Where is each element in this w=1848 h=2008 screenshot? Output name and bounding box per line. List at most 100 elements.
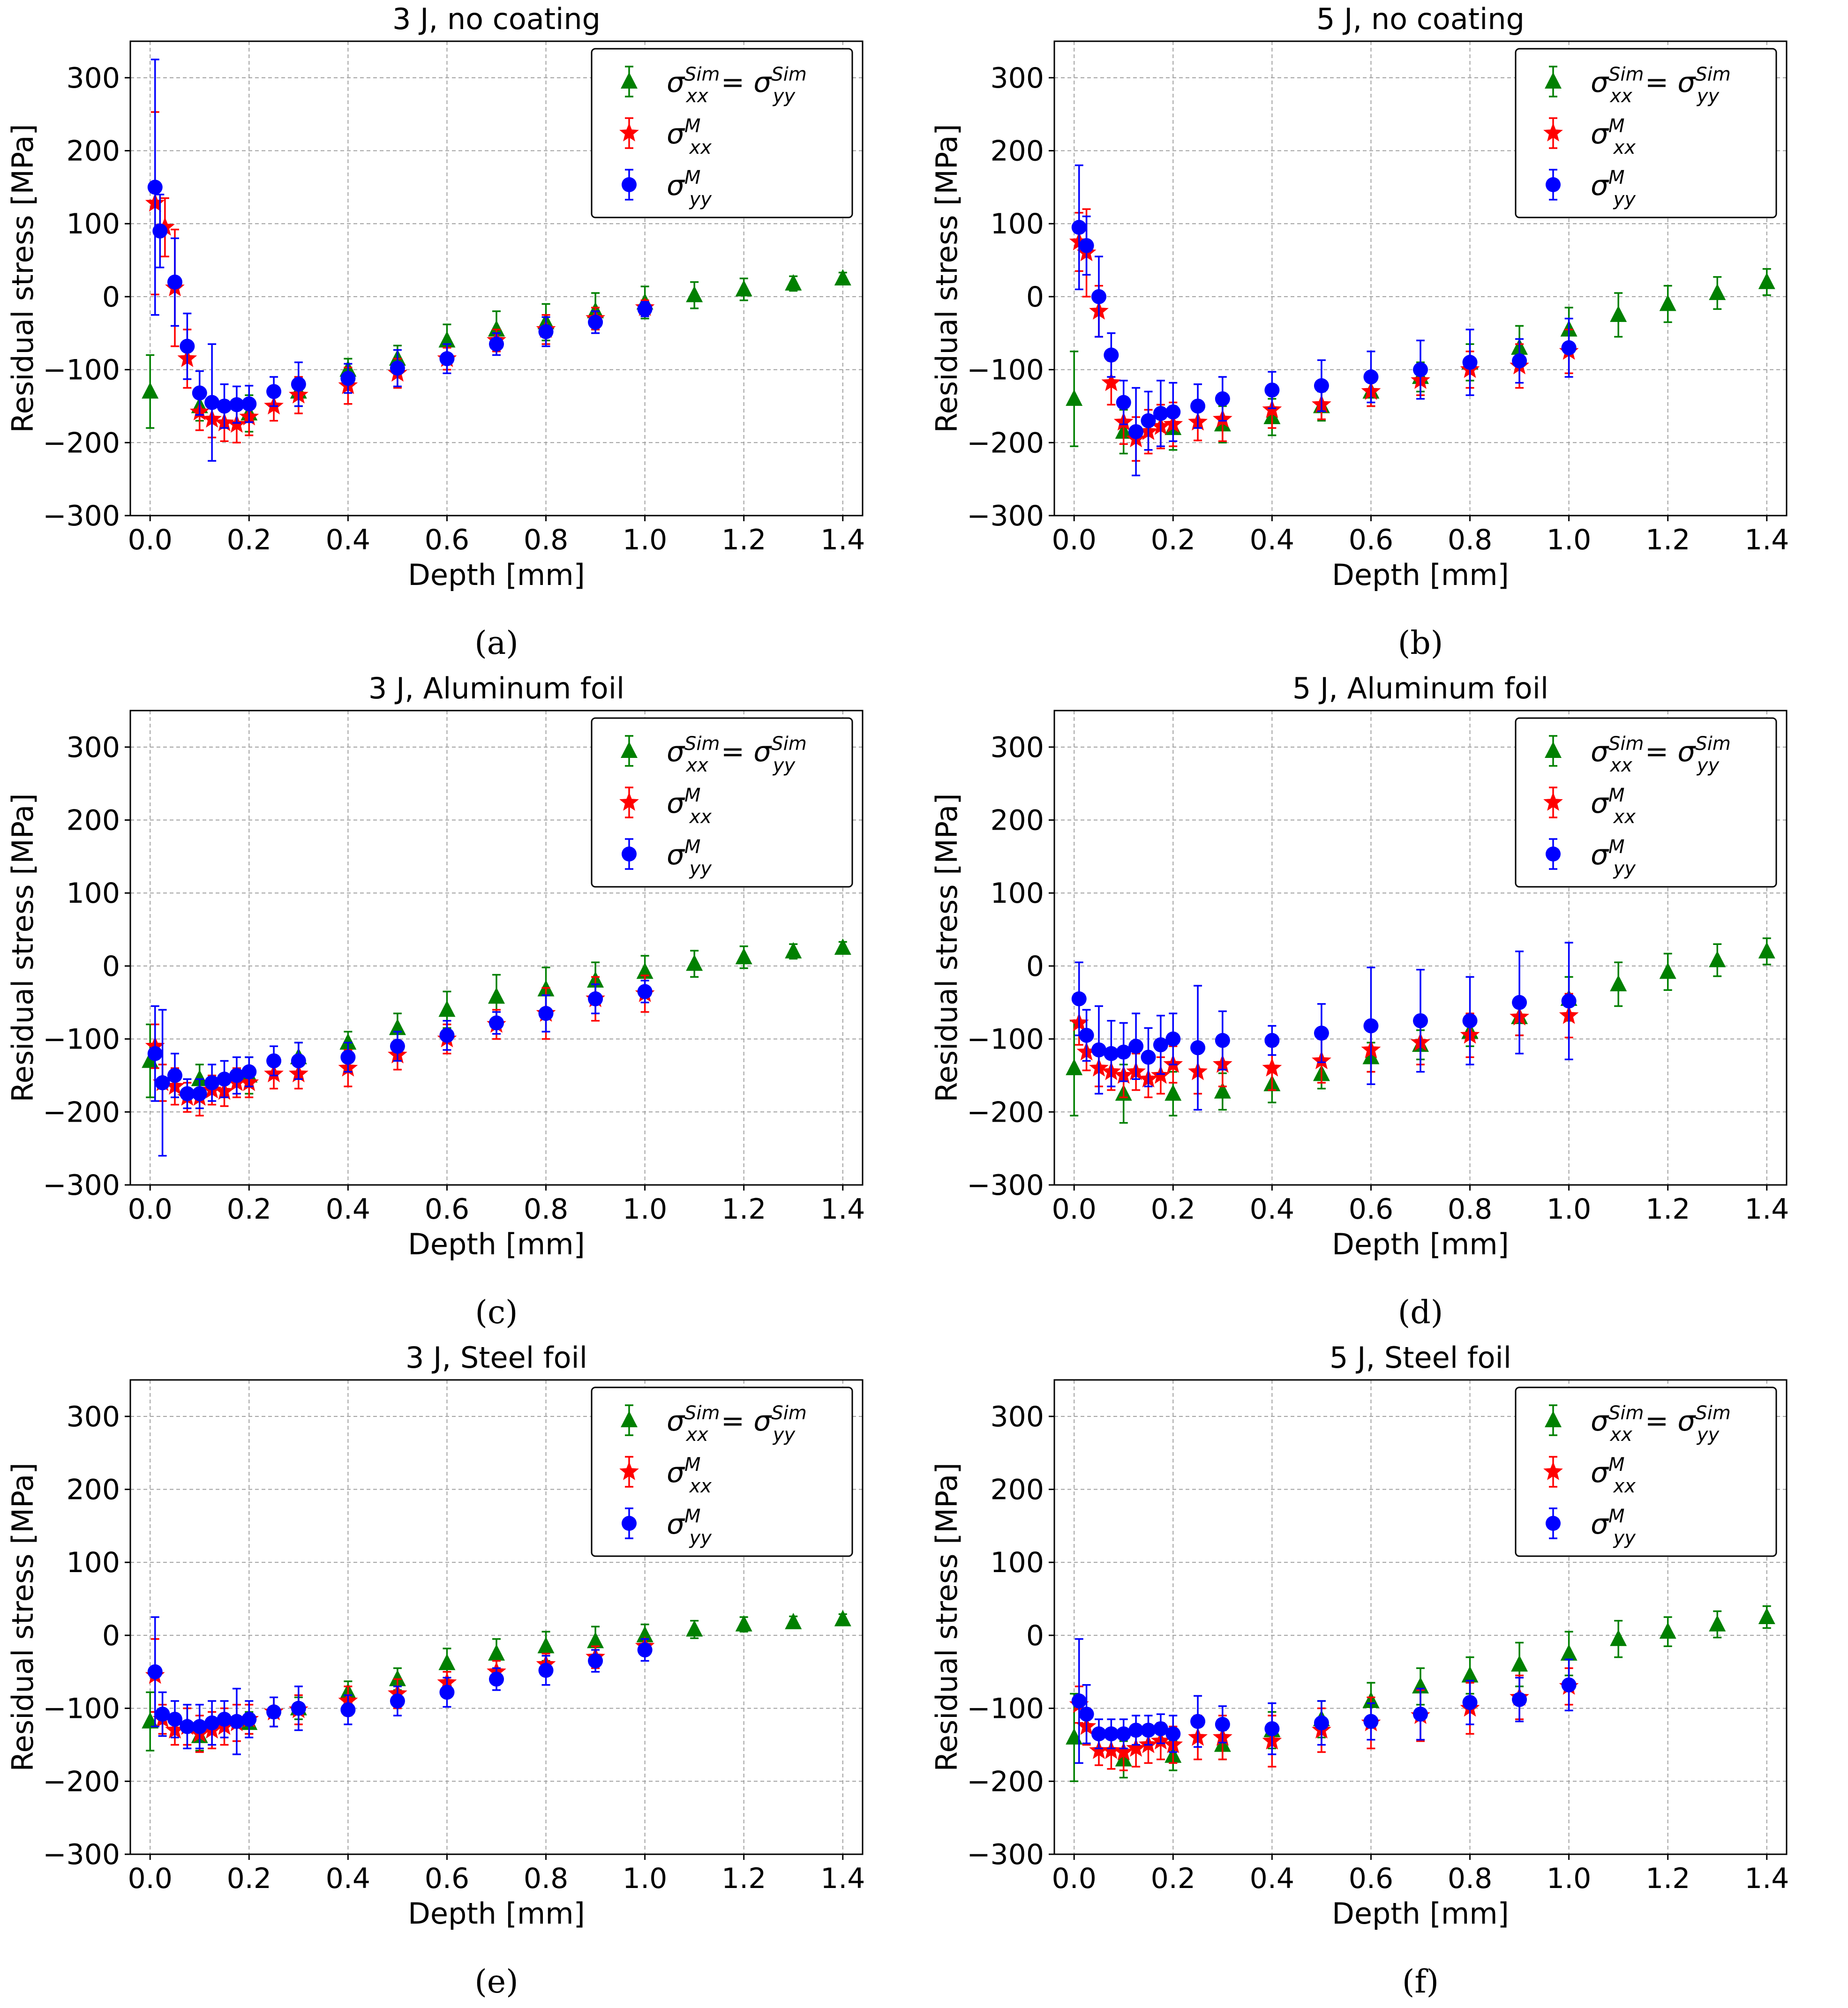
chart-svg: 0.0 0.2 0.4 0.6 0.8 1.0 1.2 1.4 −300 −200 −100 0 100… bbox=[6, 1341, 865, 2001]
data-point bbox=[489, 1671, 504, 1687]
legend-marker bbox=[621, 1411, 638, 1427]
data-point bbox=[1116, 1726, 1131, 1742]
data-point bbox=[1165, 1726, 1181, 1742]
x-tick-label: 1.4 bbox=[1744, 1862, 1789, 1895]
x-tick-label: 0.2 bbox=[227, 1193, 271, 1226]
chart-title: 5 J, no coating bbox=[1316, 2, 1525, 36]
data-point bbox=[1314, 378, 1329, 393]
data-point bbox=[1128, 1723, 1144, 1738]
x-tick-label: 0.0 bbox=[1052, 524, 1097, 556]
data-point bbox=[1363, 1714, 1379, 1729]
data-point bbox=[180, 1719, 195, 1734]
data-point bbox=[291, 1701, 306, 1716]
chart-panel: 0.0 0.2 0.4 0.6 0.8 1.0 1.2 1.4 −300 −200 −100 0 100… bbox=[924, 0, 1848, 669]
y-tick-label: 200 bbox=[66, 135, 120, 168]
x-tick-label: 1.4 bbox=[820, 524, 865, 556]
legend-marker bbox=[619, 792, 639, 811]
data-point bbox=[537, 1637, 555, 1654]
x-tick-label: 0.4 bbox=[326, 524, 370, 556]
x-tick-label: 1.0 bbox=[1547, 1862, 1591, 1895]
data-point bbox=[389, 1670, 406, 1686]
x-tick-label: 1.2 bbox=[1645, 524, 1690, 556]
legend-marker bbox=[1546, 177, 1561, 192]
data-point bbox=[1066, 389, 1083, 406]
chart-panel: 0.0 0.2 0.4 0.6 0.8 1.0 1.2 1.4 −300 −200 −100 0 100… bbox=[0, 1339, 924, 2008]
data-point bbox=[390, 360, 405, 376]
data-point bbox=[1128, 424, 1144, 439]
x-tick-label: 1.0 bbox=[623, 1193, 667, 1226]
data-point bbox=[142, 382, 159, 399]
data-point bbox=[1314, 1026, 1329, 1041]
x-tick-label: 0.6 bbox=[425, 1862, 469, 1895]
data-point bbox=[1190, 398, 1206, 414]
data-point bbox=[180, 1086, 195, 1101]
x-tick-label: 0.2 bbox=[1151, 1862, 1195, 1895]
legend-marker bbox=[622, 1516, 637, 1531]
data-point bbox=[204, 1715, 220, 1731]
legend-marker bbox=[622, 177, 637, 192]
chart-title: 5 J, Aluminum foil bbox=[1292, 671, 1548, 705]
y-tick-label: 300 bbox=[990, 731, 1044, 764]
legend-label: σM xx bbox=[1591, 115, 1636, 158]
data-point bbox=[1659, 294, 1676, 311]
y-tick-label: −200 bbox=[967, 1096, 1044, 1129]
y-tick-label: −200 bbox=[967, 427, 1044, 459]
y-tick-label: −300 bbox=[43, 1838, 120, 1871]
data-point bbox=[390, 1693, 405, 1709]
data-point bbox=[340, 1702, 356, 1717]
x-tick-label: 0.4 bbox=[1250, 524, 1294, 556]
sigma-yy-series bbox=[1071, 164, 1577, 477]
y-tick-label: −100 bbox=[967, 1023, 1044, 1056]
data-point bbox=[241, 396, 257, 412]
data-point bbox=[1413, 1707, 1428, 1722]
data-point bbox=[834, 269, 851, 285]
y-tick-label: 300 bbox=[990, 62, 1044, 95]
chart-panel: 0.0 0.2 0.4 0.6 0.8 1.0 1.2 1.4 −300 −200 −100 0 100… bbox=[0, 0, 924, 669]
data-point bbox=[1104, 347, 1119, 363]
chart-svg: 0.0 0.2 0.4 0.6 0.8 1.0 1.2 1.4 −300 −200 −100 0 100… bbox=[6, 671, 865, 1331]
x-tick-label: 0.6 bbox=[1349, 1193, 1393, 1226]
data-point bbox=[1104, 1726, 1119, 1742]
data-point bbox=[155, 1075, 170, 1091]
chart-panel: 0.0 0.2 0.4 0.6 0.8 1.0 1.2 1.4 −300 −200 −100 0 100… bbox=[924, 669, 1848, 1339]
legend-marker bbox=[1545, 72, 1562, 89]
y-tick-label: 300 bbox=[66, 62, 120, 95]
x-tick-label: 1.4 bbox=[820, 1862, 865, 1895]
panel-caption: (b) bbox=[1398, 625, 1443, 662]
x-tick-label: 1.0 bbox=[623, 524, 667, 556]
data-point bbox=[1126, 1738, 1146, 1757]
legend-label: σSim xx = σSim yy bbox=[1591, 64, 1731, 107]
data-point bbox=[1091, 1042, 1106, 1057]
data-point bbox=[147, 1046, 163, 1061]
legend-label: σM yy bbox=[667, 167, 712, 210]
x-tick-label: 1.4 bbox=[1744, 1193, 1789, 1226]
legend: σSim xx = σSim yy σM xx σM yy bbox=[591, 48, 853, 218]
x-tick-label: 1.0 bbox=[1547, 1193, 1591, 1226]
legend-marker bbox=[619, 123, 639, 142]
panel-caption: (f) bbox=[1402, 1963, 1439, 2001]
x-tick-label: 0.6 bbox=[425, 524, 469, 556]
data-point bbox=[1066, 1058, 1083, 1075]
data-point bbox=[152, 223, 168, 239]
data-point bbox=[1091, 1726, 1106, 1742]
data-point bbox=[438, 1654, 456, 1671]
data-point bbox=[390, 1039, 405, 1054]
data-point bbox=[1709, 1615, 1726, 1632]
y-tick-label: −100 bbox=[967, 354, 1044, 387]
data-point bbox=[1153, 1721, 1168, 1737]
x-tick-label: 0.8 bbox=[1448, 524, 1492, 556]
axes-frame bbox=[1053, 1379, 1788, 1855]
y-tick-label: 0 bbox=[1026, 950, 1044, 983]
y-axis-label: Residual stress [MPa] bbox=[930, 124, 964, 433]
data-point bbox=[1141, 413, 1156, 428]
y-tick-label: −200 bbox=[43, 1765, 120, 1798]
data-point bbox=[834, 938, 851, 955]
data-point bbox=[1264, 1033, 1280, 1048]
chart-title: 5 J, Steel foil bbox=[1330, 1341, 1511, 1375]
data-point bbox=[147, 1664, 163, 1679]
data-point bbox=[167, 274, 182, 290]
y-axis-label: Residual stress [MPa] bbox=[6, 1462, 40, 1771]
data-point bbox=[439, 351, 455, 367]
y-tick-label: 300 bbox=[66, 1401, 120, 1433]
data-point bbox=[637, 1642, 653, 1658]
